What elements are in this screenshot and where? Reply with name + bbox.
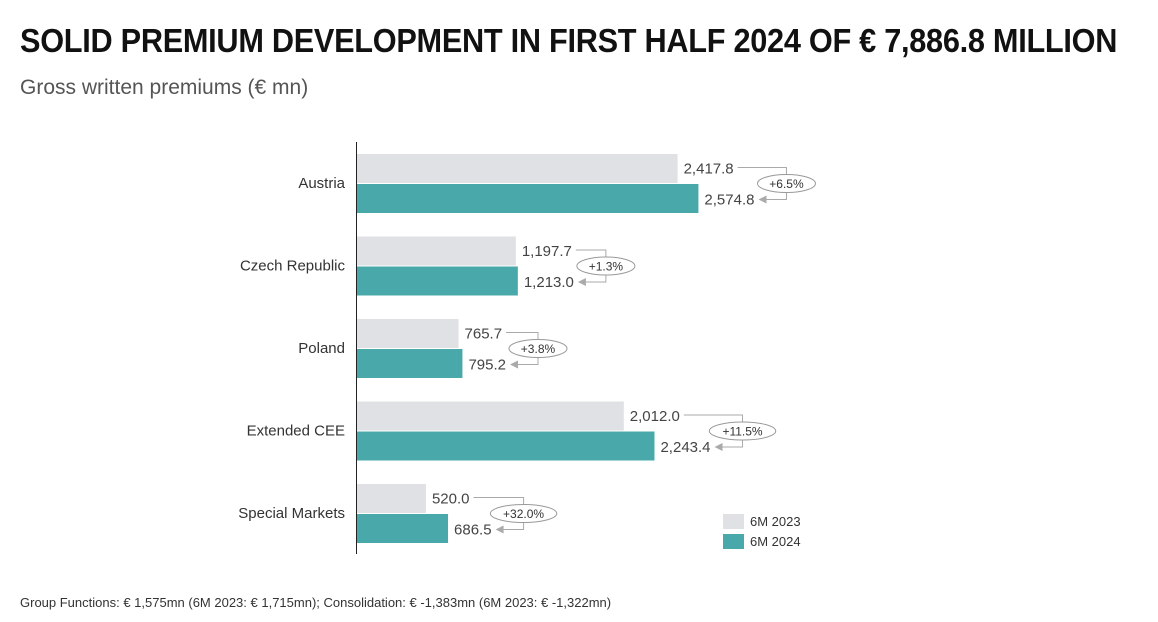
value-label-6m-2023-austria: 2,417.8 — [684, 161, 734, 178]
bar-6m-2024-poland — [357, 349, 463, 378]
value-label-6m-2024-czech-republic: 1,213.0 — [524, 274, 574, 291]
value-label-6m-2023-czech-republic: 1,197.7 — [522, 243, 572, 260]
bar-chart: Austria 2,417.8 2,574.8 +6.5% Czech Republic… — [238, 142, 816, 554]
bar-6m-2023-czech-republic — [357, 236, 516, 266]
legend-swatch-6m-2023 — [723, 514, 744, 529]
change-label-austria: +6.5% — [769, 177, 804, 191]
bar-6m-2023-poland — [357, 319, 459, 348]
change-badge-poland — [508, 339, 568, 358]
bar-6m-2024-czech-republic — [357, 266, 518, 296]
change-label-special-markets: +32.0% — [503, 507, 544, 521]
category-label-czech-republic: Czech Republic — [240, 258, 346, 275]
connector-arrow-poland — [509, 360, 518, 369]
footnote: Group Functions: € 1,575mn (6M 2023: € 1… — [20, 595, 612, 610]
change-badge-extended-cee — [708, 421, 777, 441]
connector-arrow-austria — [758, 195, 767, 204]
bar-6m-2024-extended-cee — [357, 431, 655, 461]
bar-6m-2023-extended-cee — [357, 401, 624, 431]
legend-label-6m-2023: 6M 2023 — [750, 514, 801, 529]
chart-title: SOLID PREMIUM DEVELOPMENT IN FIRST HALF … — [20, 22, 1118, 59]
change-badge-austria — [756, 174, 816, 193]
change-label-extended-cee: +11.5% — [722, 425, 762, 439]
category-label-extended-cee: Extended CEE — [247, 423, 345, 440]
bar-6m-2024-special-markets — [357, 514, 449, 543]
category-label-special-markets: Special Markets — [238, 505, 345, 522]
value-label-6m-2023-poland: 765.7 — [465, 326, 503, 343]
change-label-poland: +3.8% — [521, 342, 556, 356]
category-label-poland: Poland — [298, 340, 345, 357]
legend-swatch-6m-2024 — [723, 534, 744, 549]
bar-6m-2023-austria — [357, 154, 678, 183]
connector-arrow-czech-republic — [577, 278, 586, 286]
legend-label-6m-2024: 6M 2024 — [750, 534, 801, 549]
value-label-6m-2023-extended-cee: 2,012.0 — [630, 408, 680, 425]
connector-arrow-extended-cee — [714, 443, 723, 451]
value-label-6m-2024-extended-cee: 2,243.4 — [660, 439, 710, 456]
bar-6m-2024-austria — [357, 184, 699, 213]
value-label-6m-2023-special-markets: 520.0 — [432, 491, 470, 508]
value-label-6m-2024-poland: 795.2 — [468, 357, 506, 374]
change-badge-czech-republic — [576, 256, 636, 276]
chart-subtitle: Gross written premiums (€ mn) — [20, 76, 309, 99]
category-label-austria: Austria — [298, 175, 345, 192]
change-label-czech-republic: +1.3% — [589, 260, 624, 274]
bar-6m-2023-special-markets — [357, 484, 426, 513]
change-badge-special-markets — [489, 504, 558, 523]
value-label-6m-2024-special-markets: 686.5 — [454, 522, 492, 539]
value-label-6m-2024-austria: 2,574.8 — [704, 192, 754, 209]
connector-arrow-special-markets — [495, 525, 504, 534]
